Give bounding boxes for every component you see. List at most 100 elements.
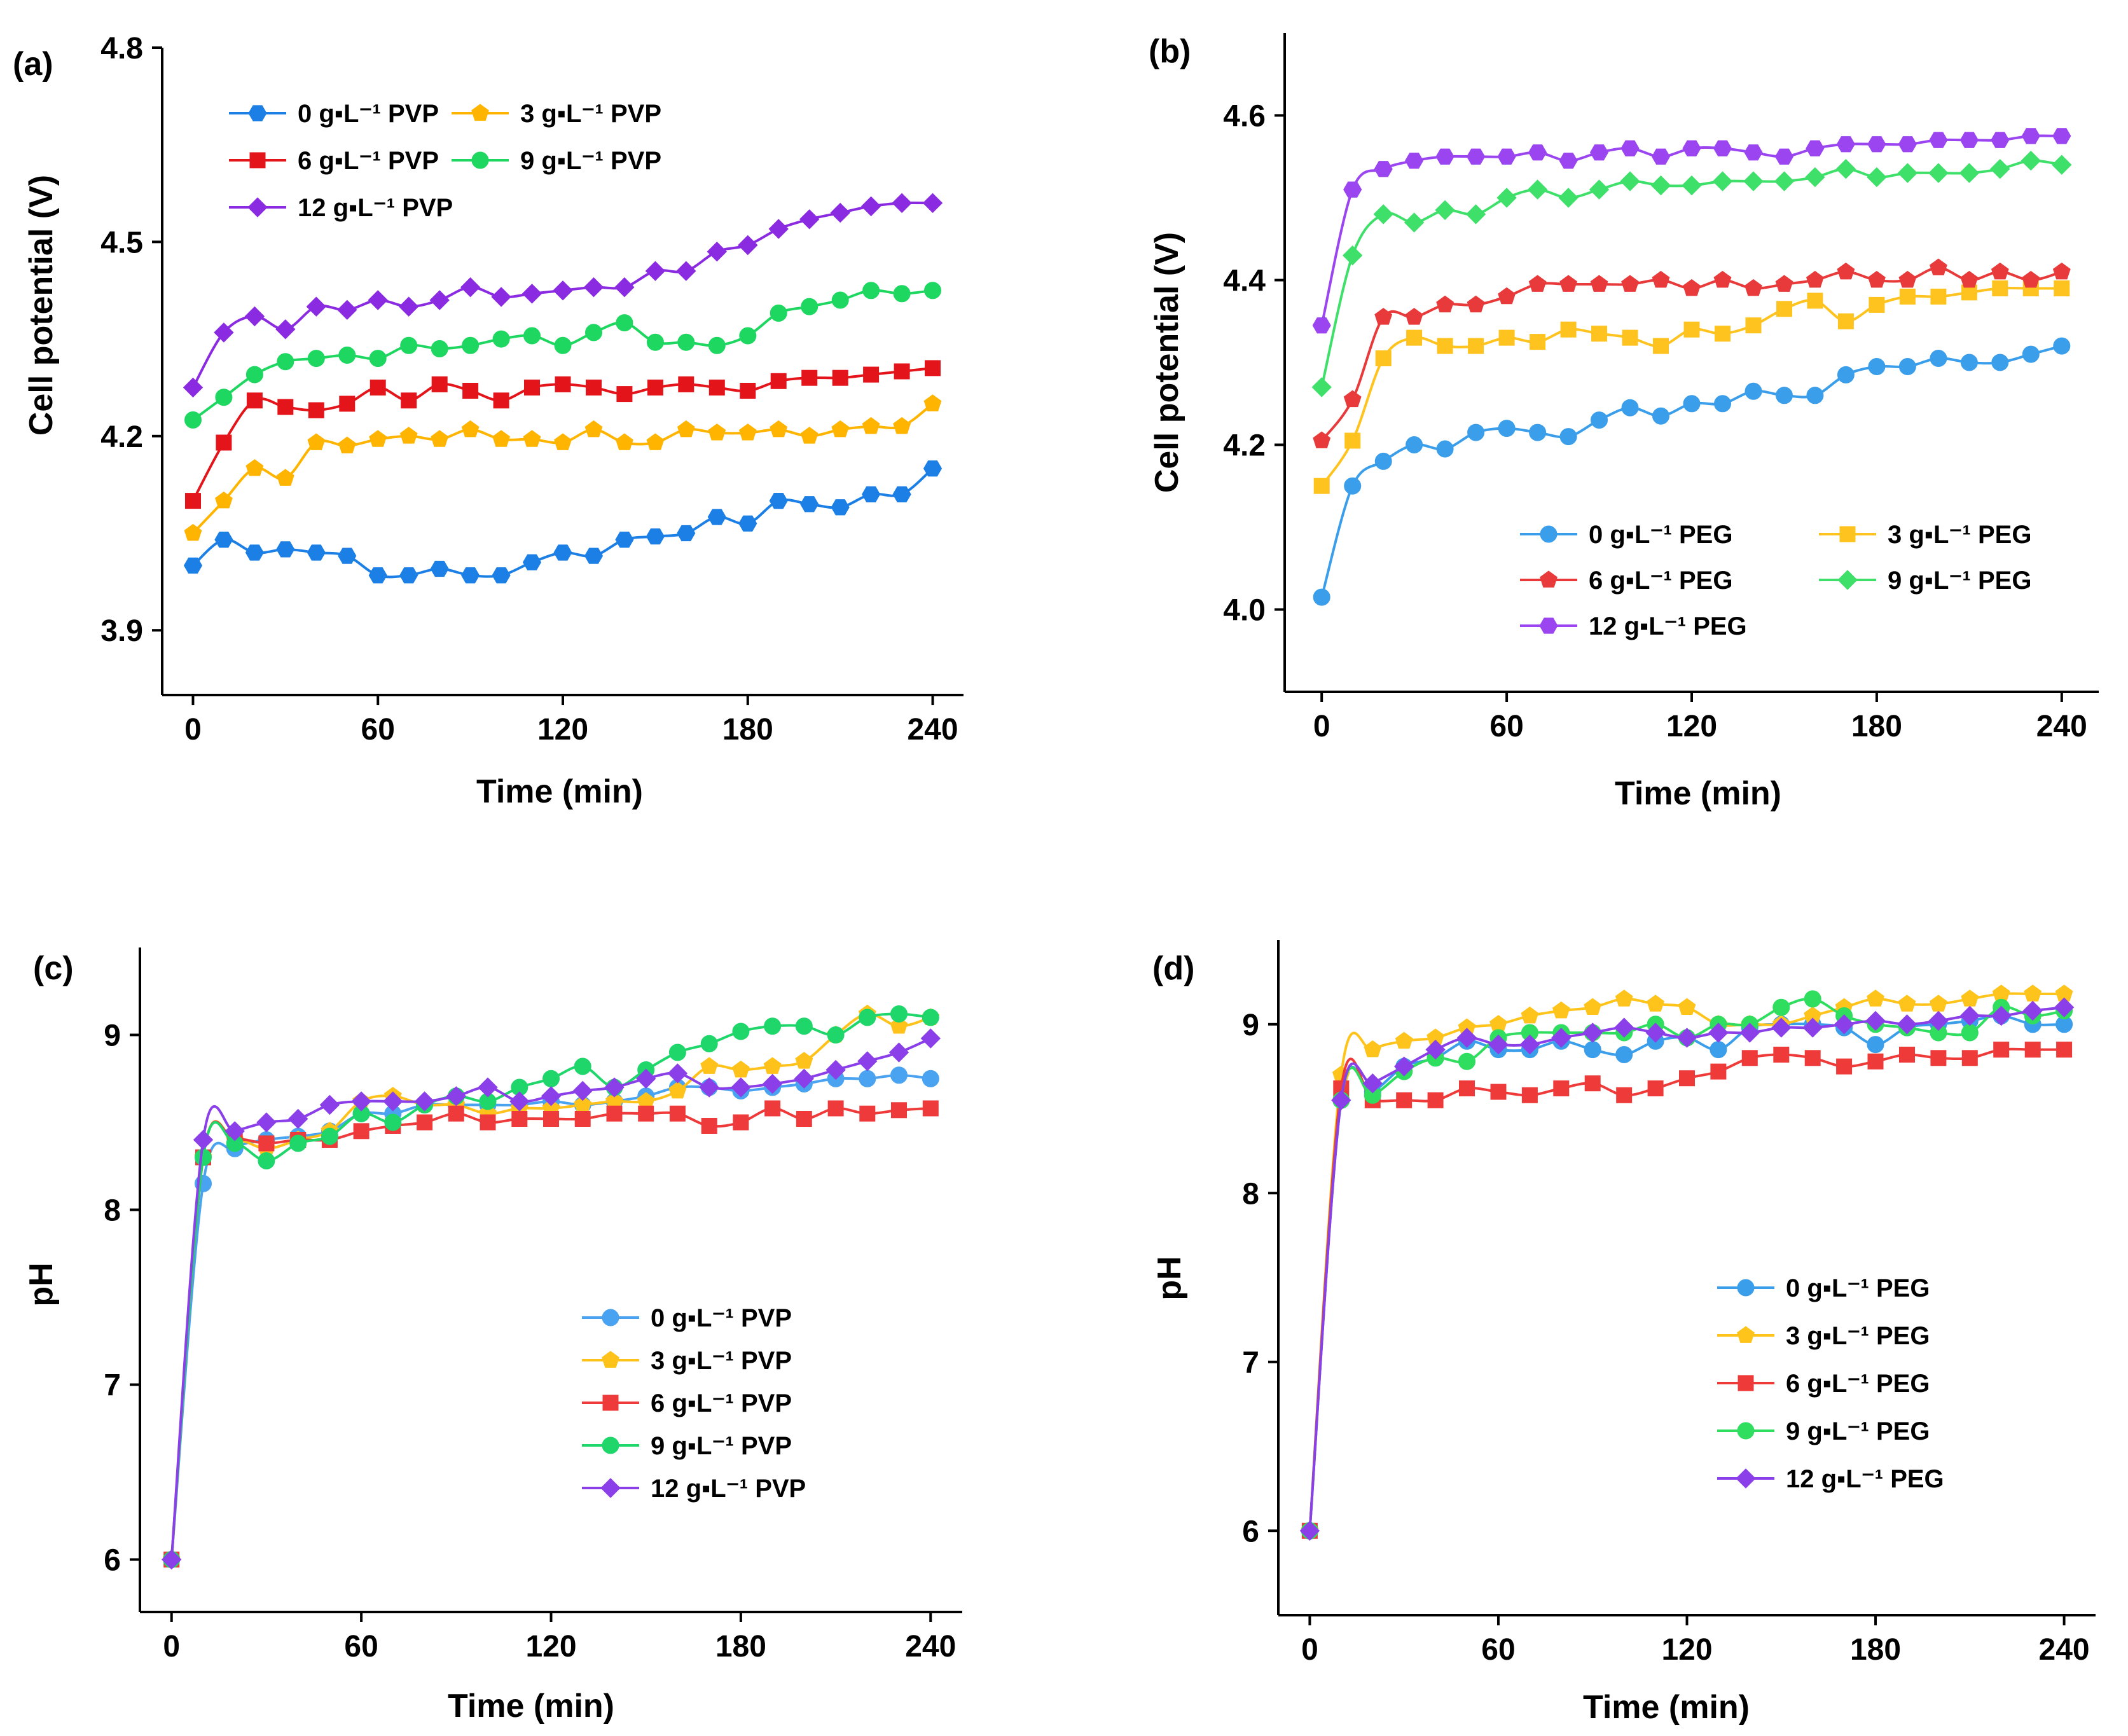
data-point-d-2 bbox=[1773, 1047, 1790, 1063]
data-point-c-3 bbox=[195, 1148, 212, 1166]
data-point-a-2 bbox=[431, 376, 448, 392]
data-point-a-3 bbox=[801, 298, 819, 315]
data-point-b-2 bbox=[1837, 262, 1855, 280]
data-point-c-0 bbox=[890, 1066, 908, 1084]
x-tick-label-d: 0 bbox=[1301, 1633, 1318, 1667]
data-point-c-3 bbox=[764, 1017, 782, 1035]
data-point-b-3 bbox=[1373, 204, 1393, 224]
panel-c: (c) 0 60 120 180 240 6 7 8 9 0 g▪L⁻¹ PVP 3 g▪L⁻¹ P… bbox=[23, 947, 962, 1725]
data-point-b-2 bbox=[1806, 270, 1824, 288]
data-point-a-4 bbox=[676, 261, 696, 281]
y-tick-label-c: 9 bbox=[104, 1019, 121, 1053]
data-point-a-4 bbox=[553, 280, 573, 301]
data-point-b-4 bbox=[1744, 144, 1763, 161]
data-point-a-0 bbox=[800, 496, 819, 513]
data-point-d-4 bbox=[1928, 1010, 1949, 1031]
data-point-b-0 bbox=[1559, 428, 1577, 446]
data-point-a-2 bbox=[246, 392, 263, 409]
y-tick-label-c: 7 bbox=[104, 1369, 121, 1403]
data-point-d-1 bbox=[1647, 995, 1664, 1012]
data-point-d-1 bbox=[1395, 1031, 1413, 1049]
y-tick-label-d: 8 bbox=[1242, 1177, 1259, 1211]
data-point-c-3 bbox=[700, 1035, 718, 1052]
data-point-d-4 bbox=[1897, 1014, 1917, 1035]
y-tick-label-d: 7 bbox=[1242, 1346, 1259, 1380]
y-axis-title-c: pH bbox=[23, 1262, 60, 1306]
data-point-b-1 bbox=[1344, 432, 1361, 449]
data-point-d-4 bbox=[1488, 1034, 1509, 1055]
y-tick-label-b: 4.6 bbox=[1223, 100, 1266, 134]
data-point-b-0 bbox=[1621, 399, 1639, 417]
data-point-d-2 bbox=[1804, 1050, 1821, 1066]
data-point-d-3 bbox=[1458, 1052, 1475, 1070]
data-point-a-1 bbox=[338, 436, 356, 453]
data-point-b-1 bbox=[1899, 288, 1916, 305]
data-point-b-3 bbox=[2052, 155, 2072, 175]
data-point-d-1 bbox=[1489, 1015, 1507, 1032]
data-point-d-1 bbox=[1615, 989, 1633, 1007]
data-point-a-0 bbox=[214, 532, 233, 548]
data-point-d-4 bbox=[1802, 1017, 1823, 1038]
data-point-a-1 bbox=[245, 459, 264, 476]
data-point-d-1 bbox=[1898, 995, 1916, 1012]
data-point-a-0 bbox=[461, 567, 480, 584]
data-point-b-2 bbox=[2052, 262, 2071, 280]
data-point-b-3 bbox=[1589, 179, 1610, 200]
data-point-d-2 bbox=[1396, 1092, 1413, 1108]
data-point-b-2 bbox=[1868, 270, 1886, 288]
data-point-a-2 bbox=[339, 396, 356, 412]
data-point-a-2 bbox=[770, 373, 787, 389]
data-point-a-2 bbox=[524, 379, 540, 396]
data-point-b-4 bbox=[1559, 153, 1578, 169]
data-point-c-2 bbox=[353, 1123, 370, 1140]
legend-c: 0 g▪L⁻¹ PVP 3 g▪L⁻¹ PVP 6 g▪L⁻¹ PVP 9 g▪L⁻¹… bbox=[582, 1304, 806, 1503]
data-point-d-2 bbox=[1553, 1080, 1570, 1097]
data-point-b-4 bbox=[1467, 148, 1486, 165]
legend-marker-c-1 bbox=[602, 1351, 619, 1368]
data-point-c-4 bbox=[414, 1091, 435, 1112]
data-point-b-1 bbox=[1745, 317, 1762, 334]
x-tick-label-b: 180 bbox=[1851, 710, 1902, 743]
series-line-b-4 bbox=[1320, 134, 2062, 326]
data-point-c-2 bbox=[922, 1100, 939, 1117]
data-point-a-4 bbox=[429, 290, 450, 310]
data-point-b-0 bbox=[1806, 387, 1824, 404]
data-point-a-4 bbox=[892, 193, 912, 214]
data-point-b-1 bbox=[1683, 321, 1700, 338]
data-point-a-3 bbox=[770, 304, 787, 322]
data-point-b-3 bbox=[1743, 171, 1764, 191]
data-point-a-1 bbox=[893, 417, 911, 434]
data-point-c-3 bbox=[542, 1070, 560, 1087]
data-point-d-1 bbox=[1961, 989, 1979, 1007]
y-axis-title-a: Cell potential (V) bbox=[23, 175, 60, 436]
data-point-d-3 bbox=[1804, 990, 1821, 1008]
data-point-a-0 bbox=[399, 567, 418, 584]
data-point-b-3 bbox=[1990, 158, 2010, 179]
data-point-b-3 bbox=[1496, 188, 1517, 208]
x-tick-label-a: 240 bbox=[907, 713, 958, 747]
data-point-a-4 bbox=[398, 296, 419, 317]
legend-d: 0 g▪L⁻¹ PEG 3 g▪L⁻¹ PEG 6 g▪L⁻¹ PEG 9 g▪L⁻¹… bbox=[1717, 1274, 1944, 1493]
data-point-a-0 bbox=[553, 544, 572, 561]
data-point-a-0 bbox=[492, 567, 511, 584]
data-point-a-0 bbox=[677, 525, 696, 542]
data-point-a-4 bbox=[645, 261, 666, 281]
legend-marker-d-2 bbox=[1738, 1375, 1754, 1391]
data-point-c-4 bbox=[826, 1059, 846, 1080]
data-point-b-1 bbox=[1437, 338, 1453, 354]
data-point-c-2 bbox=[733, 1114, 749, 1131]
data-point-d-4 bbox=[1613, 1017, 1634, 1038]
data-point-a-3 bbox=[924, 282, 941, 300]
data-point-c-4 bbox=[635, 1068, 656, 1089]
data-point-b-4 bbox=[1405, 153, 1424, 169]
data-point-b-2 bbox=[1898, 270, 1917, 288]
legend-marker-d-1 bbox=[1737, 1326, 1755, 1343]
data-point-a-3 bbox=[277, 353, 294, 371]
data-point-c-4 bbox=[161, 1549, 182, 1570]
data-point-c-3 bbox=[859, 1009, 876, 1026]
data-point-b-4 bbox=[1836, 136, 1855, 153]
data-point-c-2 bbox=[764, 1100, 781, 1117]
data-point-a-0 bbox=[307, 544, 326, 561]
data-point-d-4 bbox=[1393, 1056, 1414, 1077]
